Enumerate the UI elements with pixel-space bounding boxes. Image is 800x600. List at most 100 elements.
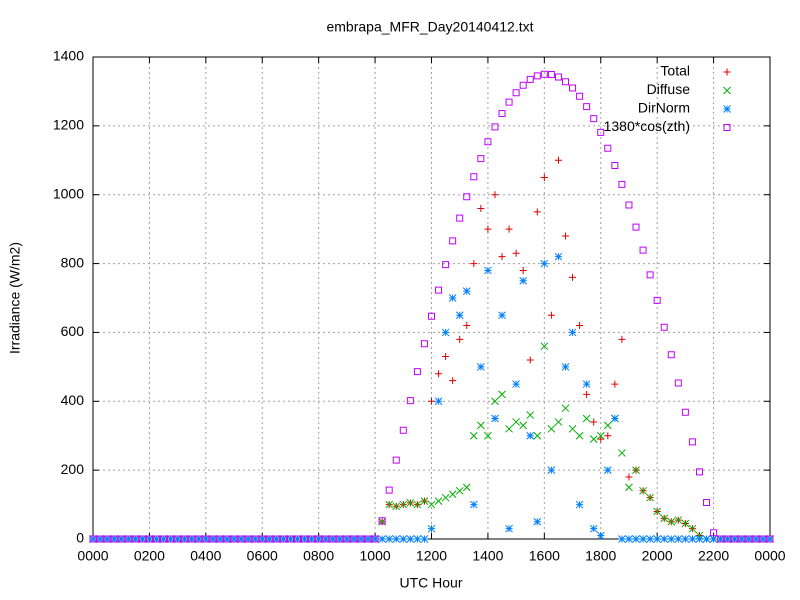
data-point <box>258 535 267 543</box>
legend-marker <box>723 124 731 131</box>
data-point <box>237 535 245 543</box>
data-point <box>575 431 584 440</box>
data-point <box>561 78 569 86</box>
data-point <box>695 535 704 543</box>
data-point <box>145 535 154 543</box>
data-point <box>512 418 520 426</box>
data-point <box>371 535 379 543</box>
data-point <box>604 144 612 152</box>
data-point <box>702 535 711 543</box>
data-point <box>251 535 260 543</box>
chart-title: embrapa_MFR_Day20140412.txt <box>326 19 533 35</box>
data-point <box>505 225 513 233</box>
data-point <box>336 535 344 543</box>
data-point <box>152 535 160 543</box>
data-point <box>653 296 661 304</box>
data-point <box>576 92 584 100</box>
data-point <box>378 535 386 543</box>
data-point <box>611 161 619 169</box>
data-point <box>392 535 401 543</box>
data-point <box>547 311 555 319</box>
data-point <box>455 486 464 495</box>
data-point <box>434 397 443 406</box>
data-point <box>597 435 605 443</box>
data-point <box>533 72 541 80</box>
data-point <box>596 531 605 540</box>
legend-label: Total <box>660 63 690 79</box>
data-point <box>723 535 732 543</box>
data-point <box>737 535 746 543</box>
data-point <box>540 342 549 351</box>
data-point <box>759 535 767 543</box>
data-point <box>420 340 428 348</box>
data-point <box>124 535 132 543</box>
data-point <box>491 123 499 131</box>
data-point <box>512 380 520 388</box>
data-point <box>688 438 696 446</box>
data-point <box>230 535 238 543</box>
data-point <box>138 535 147 543</box>
x-tick-label: 1600 <box>529 548 560 564</box>
data-point <box>413 500 422 509</box>
data-point <box>596 431 605 440</box>
data-point <box>674 379 682 387</box>
data-point <box>526 356 534 364</box>
data-point <box>716 535 725 543</box>
data-point <box>646 493 654 502</box>
data-point <box>646 271 654 279</box>
data-point <box>202 535 210 543</box>
data-point <box>448 294 457 302</box>
data-point <box>89 535 97 543</box>
data-point <box>364 535 372 543</box>
data-point <box>554 418 563 426</box>
data-point <box>216 535 224 543</box>
x-tick-label: 2200 <box>698 548 729 564</box>
data-point <box>223 535 231 543</box>
data-point <box>688 535 697 543</box>
data-point <box>498 390 506 399</box>
data-point <box>442 353 450 361</box>
x-tick-label: 0000 <box>77 548 108 564</box>
data-point <box>174 535 182 543</box>
data-point <box>674 516 683 524</box>
legend-marker <box>723 105 731 113</box>
data-point <box>301 535 309 543</box>
data-point <box>124 535 133 543</box>
data-point <box>167 535 175 543</box>
plot-border <box>92 56 771 540</box>
data-point <box>639 486 647 495</box>
data-point <box>526 431 535 440</box>
data-point <box>110 535 119 543</box>
x-tick-label: 1200 <box>416 548 447 564</box>
data-point <box>618 335 626 343</box>
data-point <box>216 535 224 543</box>
y-tick-label: 400 <box>61 392 85 408</box>
data-point <box>329 535 337 543</box>
data-point <box>308 535 316 543</box>
data-point <box>611 380 619 388</box>
data-point <box>96 535 104 543</box>
data-point <box>117 535 125 543</box>
data-point <box>294 535 302 543</box>
data-point <box>307 535 316 543</box>
data-point <box>561 404 570 413</box>
data-point <box>625 483 633 492</box>
x-tick-label: 0000 <box>754 548 785 564</box>
data-point <box>575 500 584 509</box>
data-point <box>540 259 549 268</box>
data-point <box>491 191 499 199</box>
data-point <box>378 517 386 525</box>
data-point <box>766 535 774 543</box>
data-point <box>540 174 548 181</box>
data-point <box>568 328 577 337</box>
data-point <box>364 535 372 543</box>
data-point <box>554 73 562 81</box>
data-point <box>462 483 471 492</box>
data-point <box>526 75 534 83</box>
data-point <box>420 535 429 543</box>
data-point <box>159 535 168 543</box>
x-axis-label: UTC Hour <box>399 575 462 591</box>
y-tick-label: 200 <box>61 461 85 477</box>
y-tick-label: 1000 <box>53 185 84 201</box>
y-tick-label: 600 <box>61 323 85 339</box>
